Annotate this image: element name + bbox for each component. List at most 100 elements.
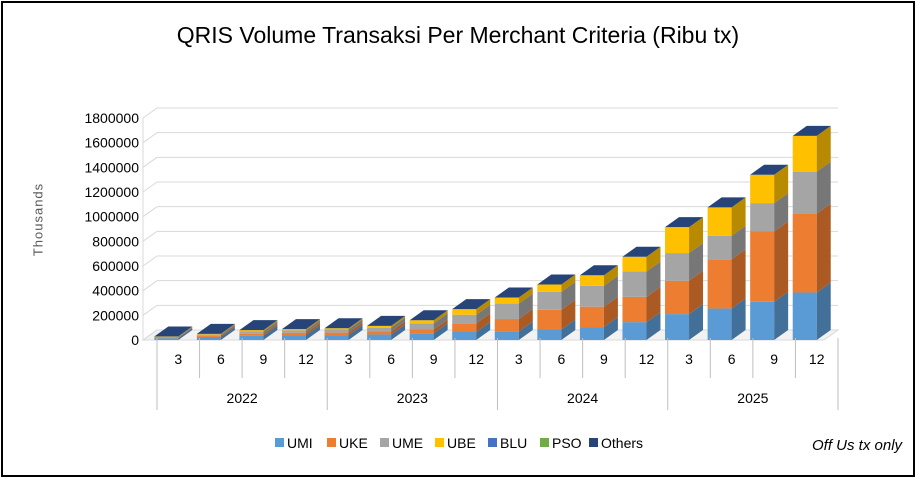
bar-side-umi — [774, 291, 789, 340]
legend-swatch-pso — [540, 438, 549, 447]
gridline-side — [142, 280, 158, 292]
bar-segment-umi — [792, 292, 817, 340]
bar-side-uke — [689, 270, 704, 315]
bar-side-umi — [646, 312, 661, 340]
bar-side-umi — [731, 298, 746, 340]
bar-segment-umi — [367, 334, 392, 340]
bar-top-cap — [367, 315, 406, 326]
bar-segment-umi — [622, 322, 647, 340]
chart-title: QRIS Volume Transaksi Per Merchant Crite… — [176, 22, 740, 48]
x-tick-label: 12 — [298, 351, 314, 367]
bar-side-ube — [391, 315, 406, 328]
x-tick-label: 6 — [387, 351, 395, 367]
bar-top-cap — [579, 265, 618, 276]
bar-segment-ube — [324, 328, 349, 330]
bar-top-cap — [196, 323, 235, 334]
bar-segment-ume — [281, 330, 306, 333]
year-label: 2023 — [397, 390, 428, 406]
bar-segment-umi — [409, 333, 434, 340]
bar-segment-uke — [537, 309, 562, 330]
bar-side-ume — [263, 321, 278, 334]
bar-segment-umi — [239, 335, 264, 340]
bar-side-ube — [178, 326, 193, 337]
legend-swatch-ube — [435, 438, 444, 447]
legend-label-pso: PSO — [552, 435, 582, 451]
bar-side-umi — [220, 326, 235, 340]
bar-segment-uke — [239, 333, 264, 336]
x-tick-label: 12 — [809, 351, 825, 367]
bar-segment-ube — [196, 333, 221, 335]
gridline-side — [142, 304, 158, 316]
gridline-side — [142, 230, 158, 242]
bar-side-uke — [263, 323, 278, 336]
y-tick-label: 1000000 — [84, 209, 139, 225]
bar-segment-ume — [409, 323, 434, 330]
y-tick-label: 800000 — [92, 233, 139, 249]
bar-segment-ube — [367, 325, 392, 328]
gridline-side — [142, 156, 158, 168]
bar-side-ume — [476, 304, 491, 324]
legend-label-umi: UMI — [287, 435, 313, 451]
bar-side-uke — [305, 322, 320, 336]
bar-side-ube — [731, 197, 746, 236]
legend-label-blu: BLU — [500, 435, 527, 451]
bar-segment-ube — [537, 284, 562, 292]
legend-swatch-ume — [380, 438, 389, 447]
bar-segment-uke — [707, 259, 732, 309]
bar-segment-umi — [281, 335, 306, 340]
bar-side-ube — [518, 287, 533, 304]
bar-side-ume — [305, 320, 320, 333]
y-tick-label: 1800000 — [84, 110, 139, 126]
bar-side-ume — [731, 225, 746, 260]
bar-segment-ube — [281, 329, 306, 331]
bar-side-uke — [178, 327, 193, 339]
bar-segment-uke — [750, 231, 775, 302]
legend-swatch-others — [589, 438, 598, 447]
bar-side-umi — [518, 321, 533, 340]
bar-segment-ube — [494, 297, 519, 304]
bar-top-cap — [452, 299, 491, 310]
bar-side-ube — [476, 299, 491, 315]
bar-segment-uke — [367, 331, 392, 335]
bar-segment-ume — [154, 336, 179, 338]
bar-segment-umi — [494, 331, 519, 340]
bar-segment-ume — [537, 291, 562, 310]
legend-label-ube: UBE — [447, 435, 476, 451]
bar-side-ume — [518, 293, 533, 320]
gridline-side — [142, 255, 158, 267]
bar-side-uke — [646, 286, 661, 323]
x-tick-label: 9 — [770, 351, 778, 367]
bar-side-ube — [816, 125, 831, 172]
bar-side-uke — [774, 221, 789, 302]
bar-side-umi — [689, 304, 704, 340]
bar-side-ume — [391, 317, 406, 332]
bar-side-ube — [305, 319, 320, 331]
x-tick-label: 9 — [600, 351, 608, 367]
bar-top-cap — [281, 319, 320, 330]
bar-segment-uke — [196, 335, 221, 337]
gridline-side — [142, 329, 158, 341]
bar-segment-uke — [452, 323, 477, 332]
x-tick-label: 6 — [217, 351, 225, 367]
bar-side-umi — [603, 317, 618, 340]
bar-segment-uke — [281, 332, 306, 336]
bar-side-ume — [689, 243, 704, 281]
bar-segment-uke — [579, 306, 604, 328]
bar-side-ube — [774, 164, 789, 204]
x-tick-label: 9 — [260, 351, 268, 367]
y-tick-label: 400000 — [92, 283, 139, 299]
bar-top-cap — [665, 217, 704, 228]
bar-segment-ume — [792, 171, 817, 214]
bar-side-umi — [476, 321, 491, 340]
bar-side-umi — [348, 325, 363, 340]
bar-side-umi — [433, 323, 448, 340]
gridline-side — [142, 181, 158, 193]
bar-side-ume — [561, 281, 576, 310]
bar-top-cap — [494, 287, 533, 298]
bar-side-umi — [561, 319, 576, 340]
bar-segment-ube — [750, 174, 775, 204]
y-tick-label: 1200000 — [84, 184, 139, 200]
year-label: 2024 — [567, 390, 598, 406]
y-tick-label: 1600000 — [84, 135, 139, 151]
